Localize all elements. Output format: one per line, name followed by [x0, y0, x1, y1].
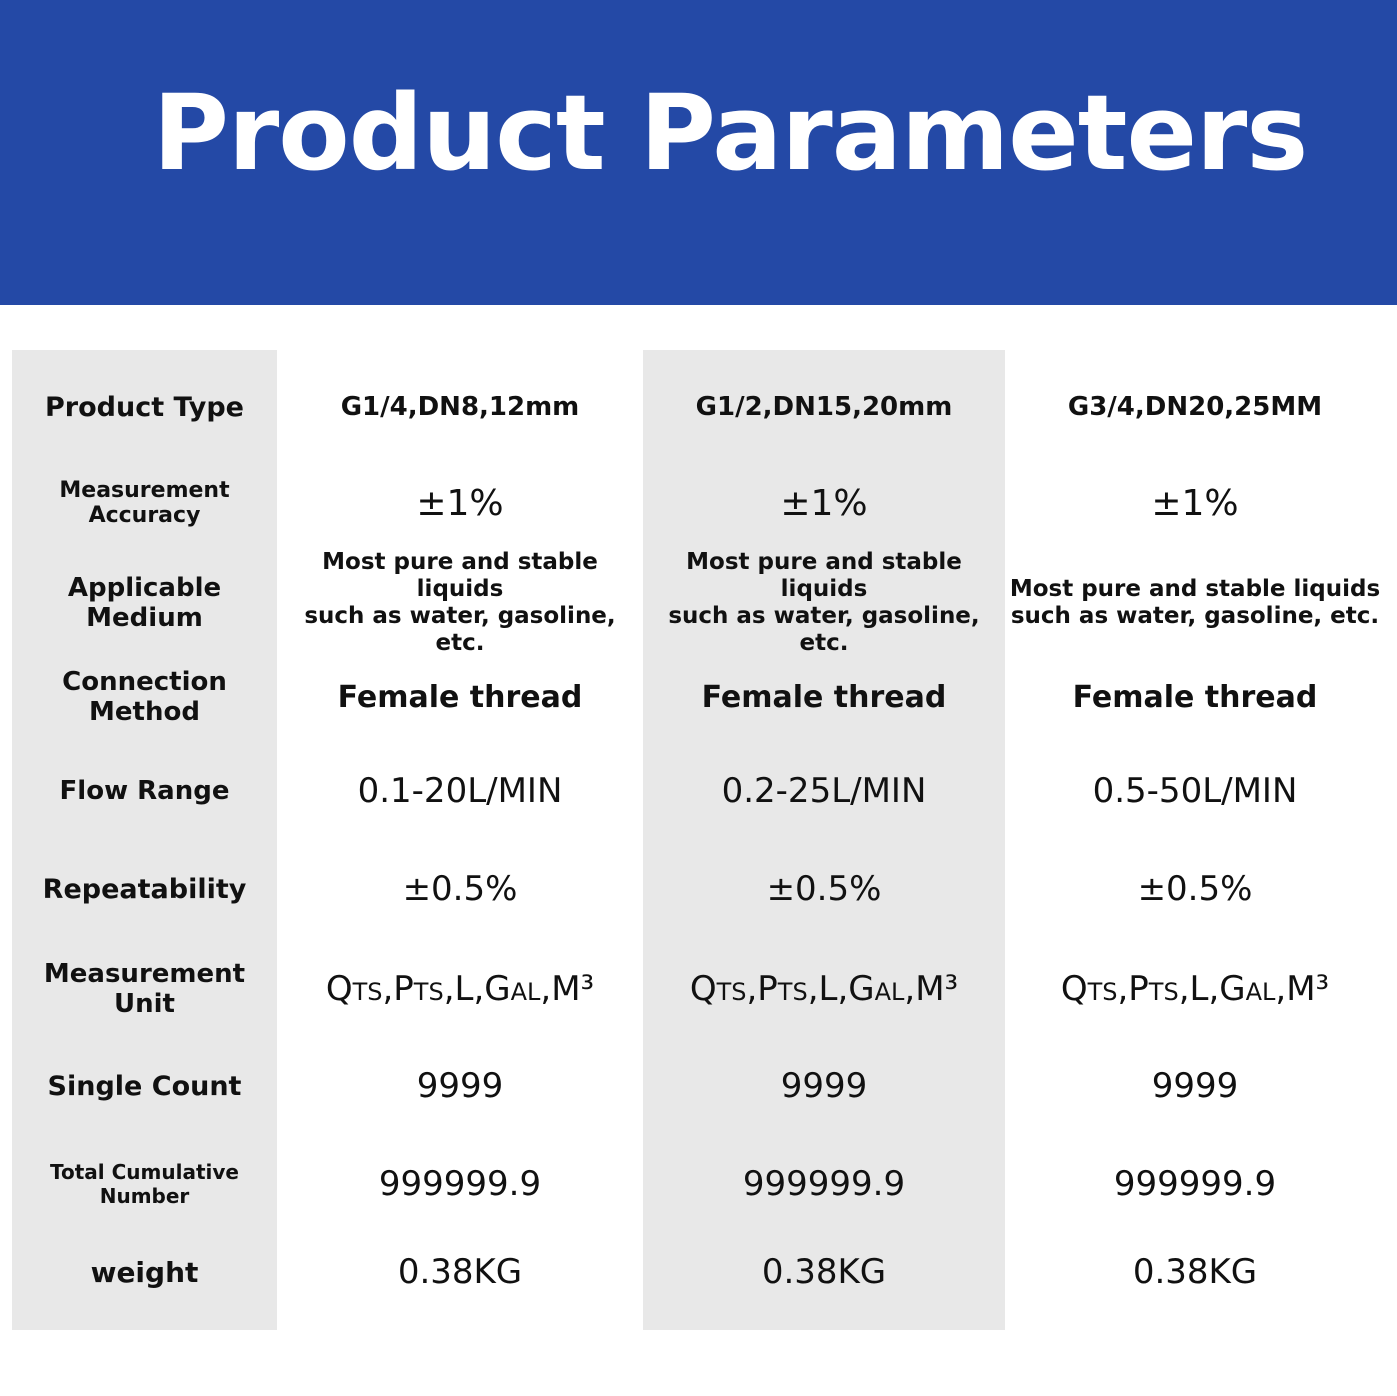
- cell-value: ±0.5%: [402, 869, 518, 909]
- cell-value: 0.2-25L/MIN: [721, 771, 927, 811]
- cell-value: Most pure and stable liquids such as wat…: [1009, 576, 1381, 629]
- page-title: Product Parameters: [152, 72, 1308, 194]
- row-label: Connection Method: [62, 667, 227, 727]
- cell-value: Female thread: [337, 679, 583, 715]
- cell-value: ±1%: [416, 482, 504, 524]
- cell-value: ±1%: [1151, 482, 1239, 524]
- row-label: Flow Range: [59, 776, 230, 806]
- cell-value: 9999: [780, 1066, 868, 1106]
- cell-value: 999999.9: [1113, 1164, 1277, 1204]
- cell-value: 0.1-20L/MIN: [357, 771, 563, 811]
- cell-value: 0.38KG: [397, 1252, 523, 1292]
- row-label: Measurement Unit: [43, 959, 246, 1019]
- cell-value: G1/2,DN15,20mm: [695, 392, 953, 422]
- cell-value: 0.38KG: [1132, 1252, 1258, 1292]
- cell-value: Qts,Pts,L,Gal,M³: [1060, 969, 1330, 1009]
- cell-value: 9999: [1151, 1066, 1239, 1106]
- cell-value: 999999.9: [378, 1164, 542, 1204]
- row-label: Measurement Accuracy: [59, 478, 230, 528]
- column-band: [12, 350, 277, 1330]
- row-label: Product Type: [45, 391, 244, 423]
- cell-value: 999999.9: [742, 1164, 906, 1204]
- cell-value: G1/4,DN8,12mm: [340, 392, 580, 422]
- cell-value: Qts,Pts,L,Gal,M³: [325, 969, 595, 1009]
- row-label: Single Count: [47, 1070, 242, 1102]
- cell-value: 0.38KG: [761, 1252, 887, 1292]
- cell-value: Most pure and stable liquids such as wat…: [668, 549, 980, 656]
- row-label: Applicable Medium: [67, 573, 222, 633]
- cell-value: 0.5-50L/MIN: [1092, 771, 1298, 811]
- cell-value: ±1%: [780, 482, 868, 524]
- cell-value: 9999: [416, 1066, 504, 1106]
- cell-value: ±0.5%: [1137, 869, 1253, 909]
- cell-value: Qts,Pts,L,Gal,M³: [689, 969, 959, 1009]
- cell-value: Female thread: [701, 679, 947, 715]
- row-label: weight: [90, 1255, 199, 1289]
- row-label: Total Cumulative Number: [50, 1160, 239, 1208]
- column-band: [643, 350, 1005, 1330]
- row-label: Repeatability: [42, 873, 247, 905]
- banner: Product Parameters: [0, 0, 1397, 305]
- cell-value: Most pure and stable liquids such as wat…: [304, 549, 616, 656]
- cell-value: G3/4,DN20,25MM: [1067, 392, 1323, 422]
- cell-value: Female thread: [1072, 679, 1318, 715]
- cell-value: ±0.5%: [766, 869, 882, 909]
